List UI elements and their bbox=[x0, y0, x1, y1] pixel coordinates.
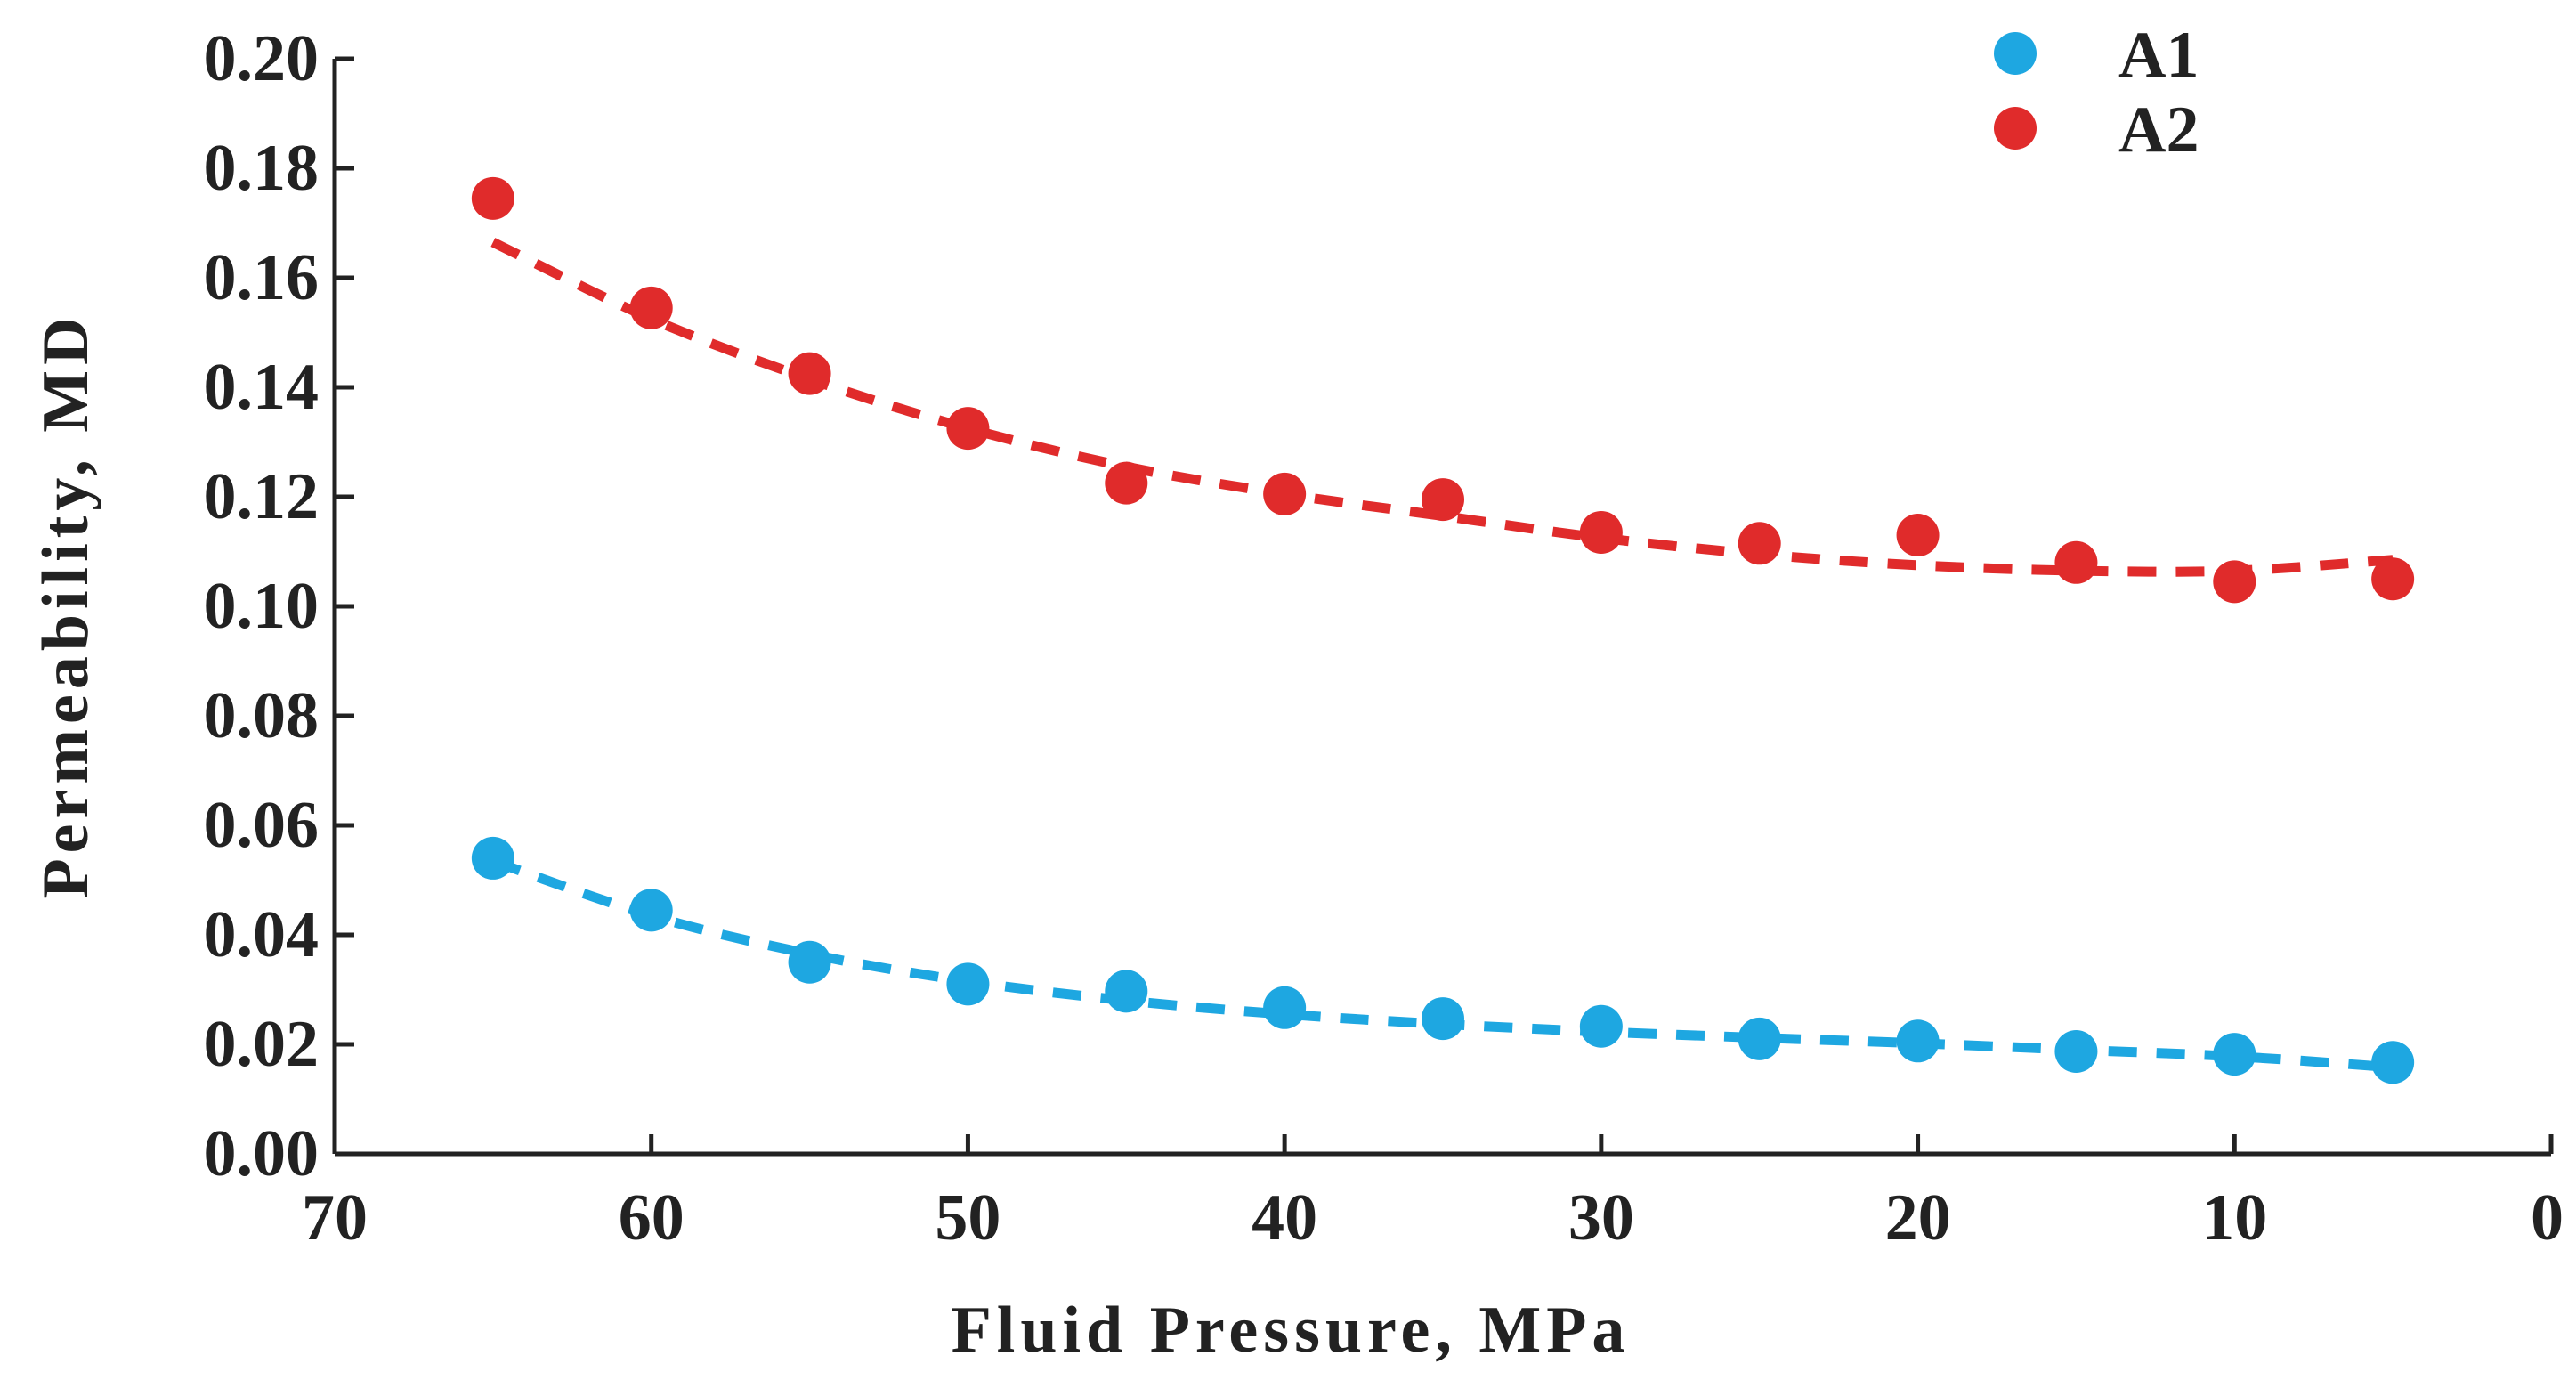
x-axis-title: Fluid Pressure, MPa bbox=[952, 1294, 1631, 1367]
x-tick-label: 30 bbox=[1568, 1181, 1634, 1254]
data-point-a2 bbox=[1263, 472, 1307, 515]
data-point-a2 bbox=[2054, 540, 2098, 584]
trend-line-a2 bbox=[490, 238, 2394, 577]
y-tick-label: 0.20 bbox=[204, 22, 320, 95]
legend-marker-a1 bbox=[1994, 32, 2037, 75]
legend: A1 A2 bbox=[1994, 19, 2199, 166]
data-point-a1 bbox=[1738, 1017, 1781, 1060]
data-point-a2 bbox=[2213, 560, 2256, 604]
x-tick-label: 50 bbox=[935, 1181, 1000, 1254]
data-point-a1 bbox=[1263, 986, 1307, 1029]
data-point-a1 bbox=[1105, 970, 1148, 1013]
legend-marker-a2 bbox=[1994, 107, 2037, 150]
data-point-a1 bbox=[2371, 1041, 2415, 1084]
x-tick-label: 0 bbox=[2531, 1181, 2564, 1254]
data-point-a1 bbox=[629, 889, 673, 932]
y-tick-label: 0.10 bbox=[204, 570, 320, 643]
legend-label-a2: A2 bbox=[2118, 93, 2199, 166]
y-tick-label: 0.04 bbox=[204, 898, 320, 971]
y-axis-title: Permeability, MD bbox=[29, 312, 102, 898]
data-point-a2 bbox=[1105, 461, 1148, 505]
y-tick-label: 0.16 bbox=[204, 241, 320, 314]
data-point-a2 bbox=[788, 352, 831, 395]
y-tick-label: 0.12 bbox=[204, 460, 320, 533]
data-point-a2 bbox=[1579, 510, 1623, 554]
data-point-a1 bbox=[2213, 1033, 2256, 1076]
x-tick-label: 70 bbox=[302, 1181, 368, 1254]
data-point-a2 bbox=[471, 176, 514, 220]
data-point-a2 bbox=[1738, 522, 1781, 565]
x-tick-label: 10 bbox=[2201, 1181, 2267, 1254]
y-tick-label: 0.00 bbox=[204, 1117, 320, 1190]
data-point-a2 bbox=[946, 407, 990, 451]
axes bbox=[332, 59, 2551, 1157]
data-point-a1 bbox=[2054, 1029, 2098, 1073]
y-tick-label: 0.18 bbox=[204, 132, 320, 205]
trend-lines bbox=[490, 238, 2394, 1073]
axis-ticks: 0.00 0.02 0.04 0.06 0.08 0.10 0.12 0.14 0.16 0.18… bbox=[204, 22, 2564, 1254]
y-tick-label: 0.08 bbox=[204, 679, 320, 752]
data-point-a1 bbox=[1422, 997, 1464, 1041]
data-point-a1 bbox=[788, 940, 831, 984]
x-tick-label: 40 bbox=[1252, 1181, 1317, 1254]
data-point-a1 bbox=[946, 962, 990, 1006]
data-point-a2 bbox=[2371, 557, 2415, 601]
x-tick-label: 20 bbox=[1885, 1181, 1951, 1254]
data-point-a2 bbox=[1896, 514, 1940, 557]
x-tick-label: 60 bbox=[619, 1181, 685, 1254]
data-point-a1 bbox=[1896, 1019, 1940, 1063]
data-point-a1 bbox=[1579, 1004, 1623, 1048]
data-point-a2 bbox=[629, 286, 673, 329]
legend-label-a1: A1 bbox=[2118, 19, 2199, 92]
data-points bbox=[471, 176, 2415, 1084]
y-tick-label: 0.06 bbox=[204, 789, 320, 862]
data-point-a2 bbox=[1422, 478, 1464, 522]
data-point-a1 bbox=[471, 836, 514, 880]
y-tick-label: 0.02 bbox=[204, 1008, 320, 1081]
y-tick-label: 0.14 bbox=[204, 351, 320, 424]
